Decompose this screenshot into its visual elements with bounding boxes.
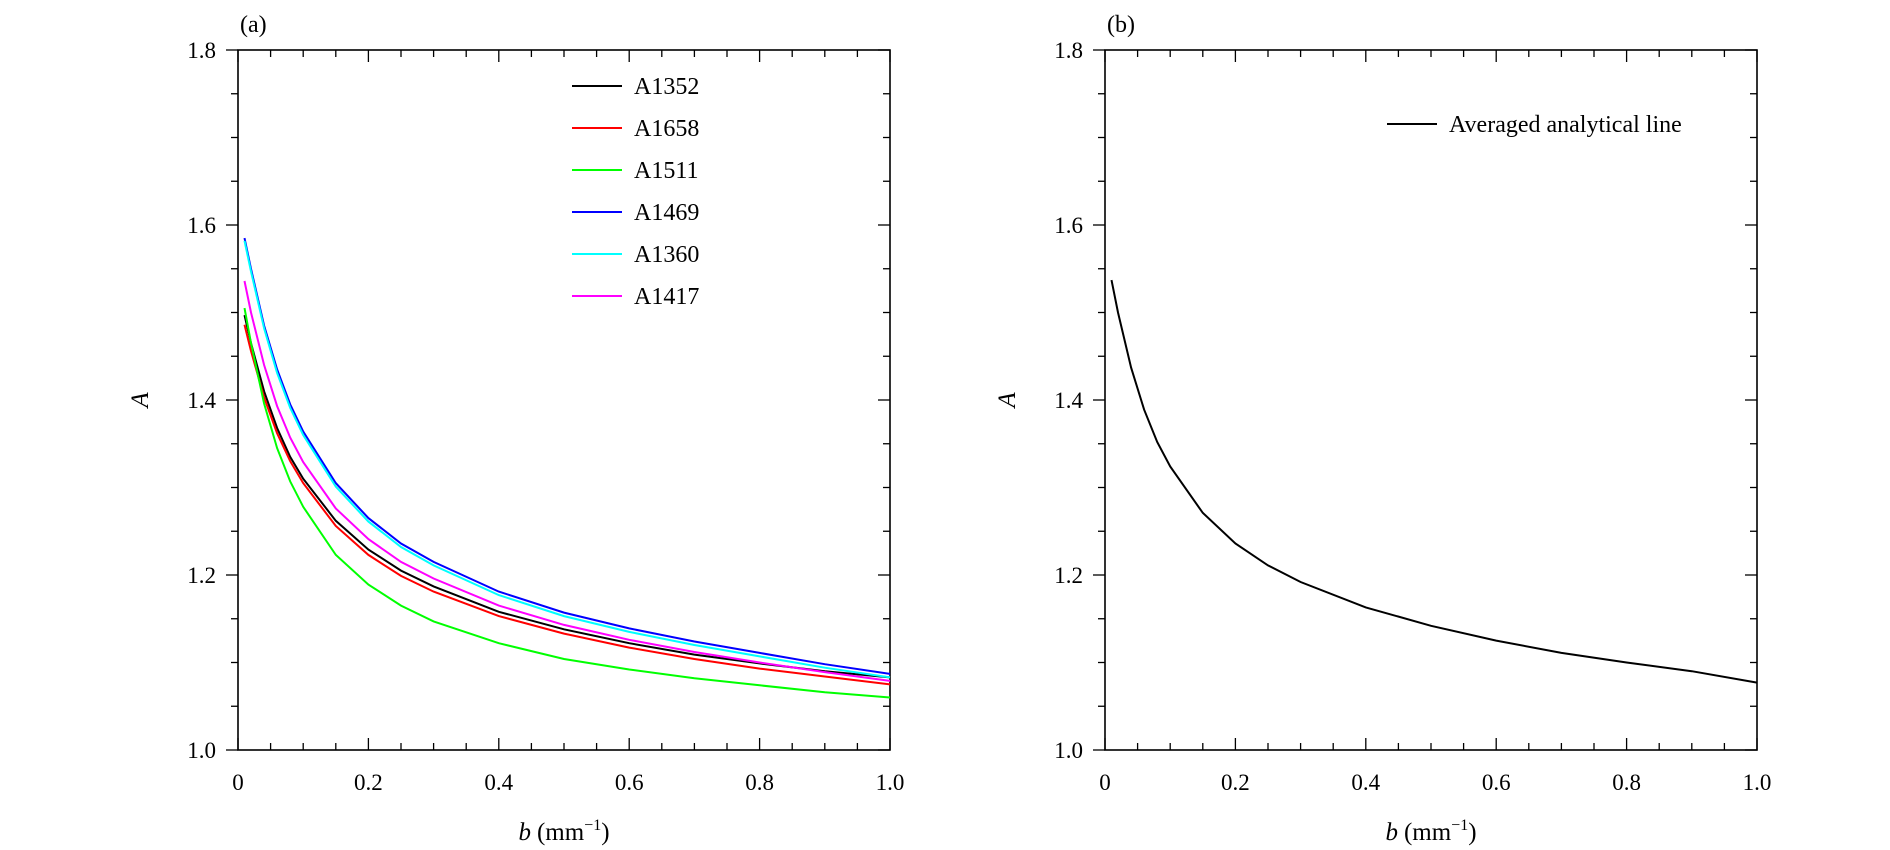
legend-label: Averaged analytical line [1449,112,1682,138]
chart-panel-a: 0 0.2 0.4 0.6 0.8 1.0 1.0 1.2 1.4 1.6 1.8 (a) Ab (mm−… [127,12,904,846]
panel-label: (a) [240,12,267,38]
x-tick-label: 0.2 [354,770,383,795]
x-axis-label-unit: (mm [1404,819,1452,846]
x-tick-label: 0.6 [1482,770,1511,795]
legend-label: A1469 [634,200,699,226]
plot-frame [1104,49,1758,751]
y-axis-label: A [127,392,154,410]
y-tick-label: 1.6 [1054,213,1083,238]
y-axis-label: A [994,392,1021,410]
y-tick-label: 1.0 [187,738,216,763]
y-tick-label: 1.8 [1054,38,1083,63]
legend-label: A1352 [634,74,699,100]
series-line-a1352 [243,314,891,679]
panel-label: (b) [1107,12,1135,38]
x-axis-label: b (mm−1) [518,817,609,846]
y-tick-label: 1.4 [1054,388,1083,413]
legend-label: A1360 [634,242,699,268]
series-line-a1511 [243,307,891,699]
x-tick-label: 1.0 [876,770,905,795]
y-tick-label: 1.6 [187,213,216,238]
x-axis-label-unit: (mm [537,819,585,846]
x-tick-label: 0 [232,770,244,795]
x-tick-label: 0 [1099,770,1111,795]
series-line-a1658 [243,324,891,686]
series-line-a1360 [243,240,891,679]
x-axis-label-var: b [1385,819,1398,846]
y-tick-label: 1.8 [187,38,216,63]
x-tick-label: 0.8 [745,770,774,795]
x-axis-label: b (mm−1) [1385,817,1476,846]
y-tick-label: 1.4 [187,388,216,413]
x-axis-label-exp: −1 [1451,817,1468,834]
x-axis-label-var: b [518,819,531,846]
legend-label: A1511 [634,158,698,184]
x-tick-label: 0.4 [484,770,513,795]
y-tick-label: 1.2 [1054,563,1083,588]
x-tick-label: 0.2 [1221,770,1250,795]
y-tick-label: 1.2 [187,563,216,588]
legend-label: A1658 [634,116,699,142]
x-tick-label: 0.8 [1612,770,1641,795]
legend-label: A1417 [634,284,699,310]
plot-frame [237,49,891,751]
x-axis-label-exp: −1 [584,817,601,834]
x-axis-label-close: ) [601,819,609,846]
series-line-a1469 [243,237,891,675]
x-tick-label: 0.4 [1351,770,1380,795]
series-line-a1417 [243,280,891,682]
legend: Averaged analytical line [1387,112,1682,138]
x-tick-label: 1.0 [1743,770,1772,795]
chart-panel-b: 0 0.2 0.4 0.6 0.8 1.0 1.0 1.2 1.4 1.6 1.8 (b) Ab (mm−… [994,12,1771,846]
series-line-averaged-analytical-line [1110,279,1758,684]
x-tick-label: 0.6 [615,770,644,795]
x-axis-label-close: ) [1468,819,1476,846]
y-tick-label: 1.0 [1054,738,1083,763]
legend: A1352 A1658 A1511 A1469 A1360 A1417 [572,74,699,310]
